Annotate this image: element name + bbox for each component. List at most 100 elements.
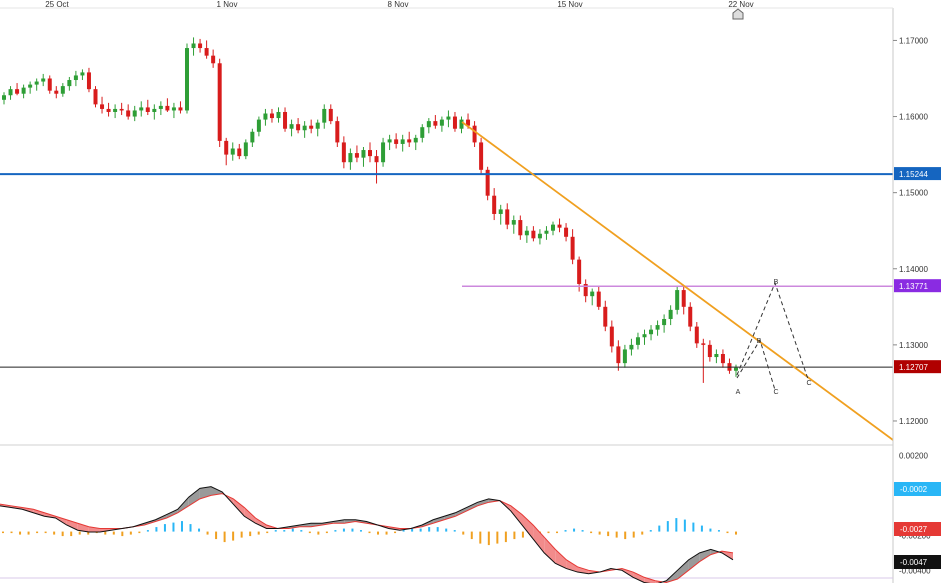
candle-body (420, 127, 425, 138)
histogram-bar (428, 527, 431, 532)
candle-body (237, 148, 242, 157)
candle-body (354, 153, 359, 158)
candle-body (603, 306, 608, 327)
histogram-bar (189, 524, 192, 532)
oscillator-fill-up (466, 502, 478, 512)
candle-body (361, 150, 366, 158)
candle-body (720, 354, 725, 364)
histogram-bar (504, 531, 507, 543)
oscillator-fill-up (444, 512, 456, 520)
histogram-bar (291, 528, 294, 532)
histogram-bar (19, 531, 22, 535)
candle-body (387, 139, 392, 143)
candle-body (394, 139, 399, 144)
candle-body (47, 78, 52, 91)
candle-body (302, 125, 307, 131)
candle-body (590, 291, 595, 297)
histogram-bar (419, 528, 422, 532)
candle-body (34, 81, 39, 85)
candle-body (178, 107, 183, 111)
histogram-bar (172, 522, 175, 532)
histogram-bar (658, 525, 661, 532)
histogram-bar (717, 530, 720, 532)
histogram-bar (521, 531, 524, 538)
histogram-bar (607, 531, 610, 537)
candle-body (622, 349, 627, 364)
candle-body (498, 209, 503, 214)
histogram-bar (325, 531, 328, 534)
candle-body (662, 318, 667, 326)
oscillator-fill-up (433, 516, 445, 524)
oscillator-fill-down (33, 509, 45, 517)
candle-body (596, 291, 601, 307)
candle-body (492, 195, 497, 214)
oscillator-fill-down (233, 498, 245, 517)
histogram-bar (402, 530, 405, 532)
histogram-bar (163, 524, 166, 532)
support-tag-label: 1.15244 (899, 170, 928, 179)
histogram-bar (700, 525, 703, 532)
histogram-bar (61, 531, 64, 537)
candle-body (459, 119, 464, 129)
candle-body (119, 108, 124, 111)
histogram-bar (394, 531, 397, 534)
oscillator-fill-down (77, 523, 89, 532)
candle-body (616, 346, 621, 364)
date-tick-label: 1 Nov (217, 0, 238, 9)
oscillator-fill-up (166, 509, 178, 519)
candle-body (152, 108, 157, 112)
downtrend-line (461, 121, 894, 441)
candle-body (649, 329, 654, 335)
oscillator-tag-label: -0.0002 (900, 485, 928, 494)
histogram-bar (300, 530, 303, 532)
oscillator-fill-up (177, 497, 189, 513)
candle-body (191, 43, 196, 49)
histogram-bar (556, 531, 559, 534)
histogram-bar (649, 530, 652, 532)
resistance-tag-label: 1.13771 (899, 282, 928, 291)
wave-label: C (806, 380, 811, 387)
candle-body (524, 230, 529, 236)
candle-body (551, 224, 555, 231)
candle-body (8, 89, 13, 96)
histogram-bar (78, 531, 81, 535)
date-tick-label: 8 Nov (388, 0, 409, 9)
histogram-bar (266, 531, 269, 534)
candle-body (73, 75, 78, 81)
candle-body (577, 259, 582, 284)
candle-body (41, 78, 46, 82)
candle-body (171, 107, 176, 111)
histogram-bar (726, 531, 729, 534)
histogram-bar (411, 528, 414, 532)
histogram-bar (274, 530, 277, 532)
pattern-leg-small (736, 338, 776, 391)
candle-body (707, 344, 712, 358)
candle-body (472, 125, 477, 143)
candle-body (537, 233, 542, 239)
price-tick-label: 1.13000 (899, 341, 928, 350)
histogram-bar (487, 531, 490, 546)
horizontal-levels (0, 173, 893, 368)
candle-body (15, 89, 20, 94)
oscillator-tag-box (894, 555, 941, 569)
candle-body (734, 367, 738, 371)
pattern-leg-large (736, 281, 809, 380)
oscillator-fill-down (544, 537, 556, 564)
candle-body (348, 153, 353, 163)
histogram-bar (573, 528, 576, 532)
histogram-bar (308, 531, 311, 534)
histogram-bar (436, 527, 439, 532)
candle-body (635, 337, 640, 345)
scroll-marker-icon[interactable] (732, 8, 744, 20)
oscillator-tag-box (894, 482, 941, 496)
candle-body (505, 209, 510, 225)
candle-body (609, 326, 614, 347)
candle-body (531, 230, 536, 239)
histogram-bar (564, 530, 567, 532)
candle-body (518, 220, 523, 236)
candle-body (466, 119, 471, 126)
support-tag-box (894, 167, 941, 181)
histogram-bar (632, 531, 635, 538)
histogram-bar (215, 531, 218, 540)
